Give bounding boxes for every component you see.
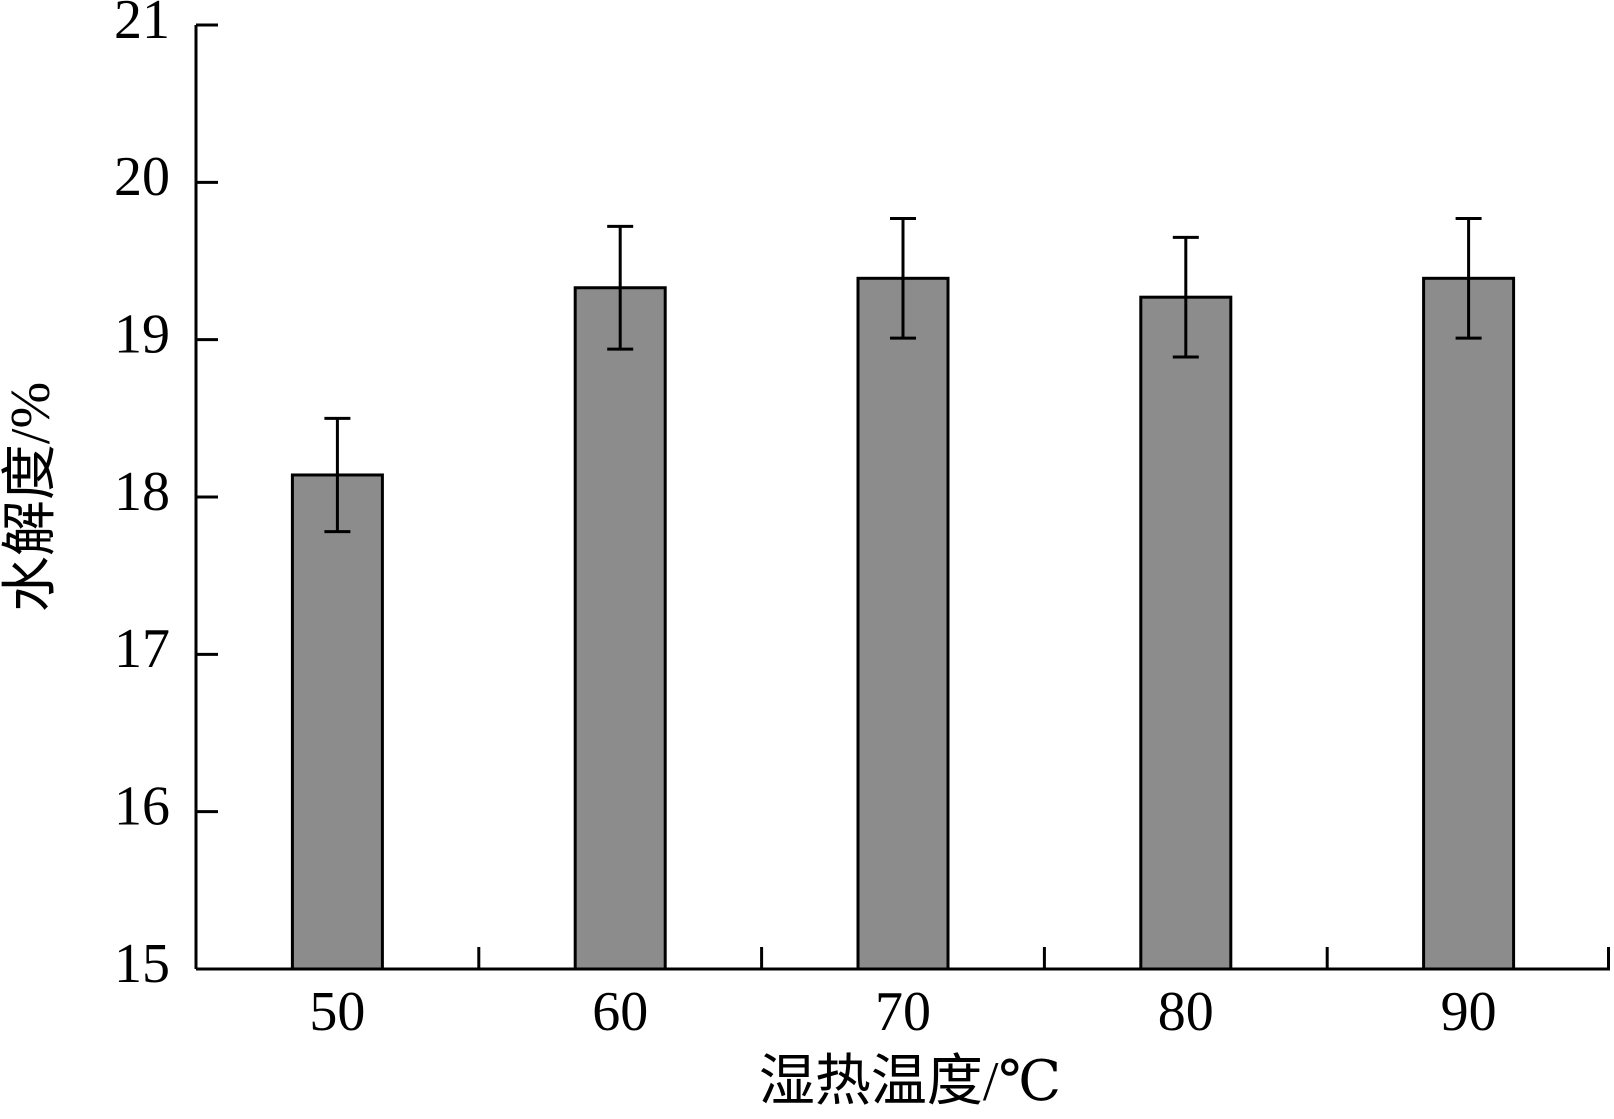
y-tick-label: 16 (114, 776, 170, 838)
y-tick-label: 18 (114, 461, 170, 523)
x-tick-label: 90 (1441, 981, 1497, 1043)
y-tick-label: 21 (114, 0, 170, 51)
error-bar (1455, 217, 1482, 340)
bar (856, 276, 950, 971)
x-tick-label: 80 (1158, 981, 1214, 1043)
bar (1422, 276, 1516, 971)
x-tick-label: 70 (875, 981, 931, 1043)
x-tick-label: 60 (592, 981, 648, 1043)
error-bar (890, 217, 916, 340)
y-tick-label: 17 (114, 618, 170, 680)
x-axis-label: 湿热温度/℃ (759, 1051, 1061, 1113)
y-tick-label: 19 (114, 304, 170, 366)
y-tick-label: 15 (114, 933, 170, 995)
error-bar (324, 416, 351, 534)
bar (290, 473, 384, 971)
error-bar (1172, 235, 1199, 359)
x-tick-label: 50 (309, 981, 365, 1043)
y-axis-label: 水解度/% (0, 382, 62, 612)
error-bar (607, 224, 634, 351)
y-tick-label: 20 (114, 146, 170, 208)
bar (1139, 295, 1233, 971)
bar (573, 286, 667, 971)
